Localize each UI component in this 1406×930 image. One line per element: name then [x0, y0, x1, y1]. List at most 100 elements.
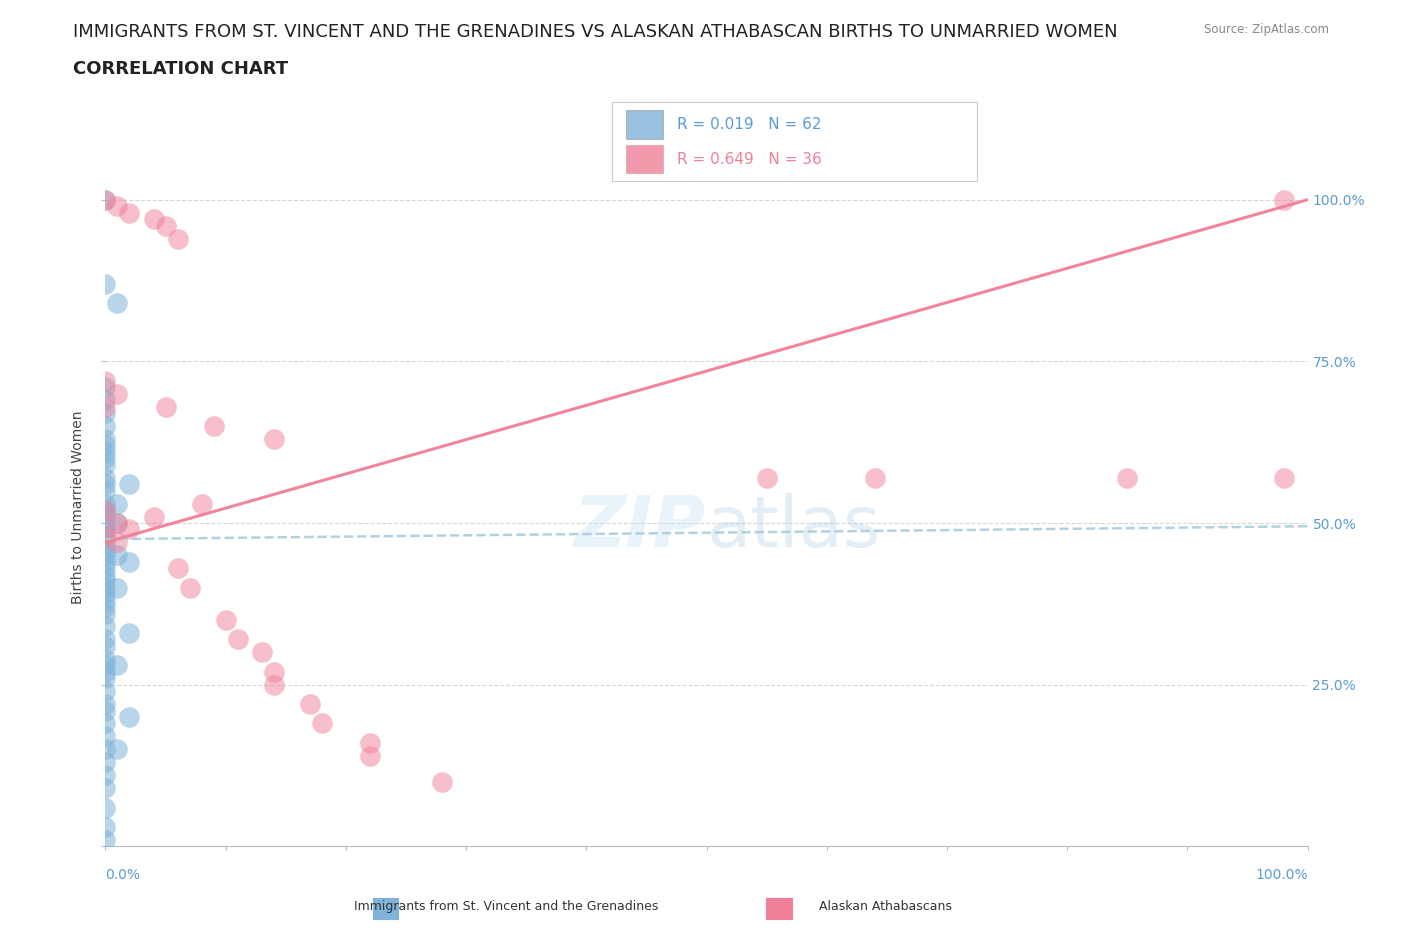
Point: [142, 212, 165, 227]
Point: [359, 749, 381, 764]
Point: [107, 580, 129, 595]
Point: [118, 522, 141, 537]
Point: [94, 502, 117, 517]
Point: [107, 296, 129, 311]
Point: [755, 471, 778, 485]
Bar: [626, 111, 662, 139]
Point: [298, 697, 321, 711]
Text: 100.0%: 100.0%: [1256, 868, 1308, 882]
Point: [1272, 193, 1295, 207]
Point: [94, 458, 117, 472]
Text: IMMIGRANTS FROM ST. VINCENT AND THE GRENADINES VS ALASKAN ATHABASCAN BIRTHS TO U: IMMIGRANTS FROM ST. VINCENT AND THE GREN…: [73, 23, 1118, 41]
Point: [190, 497, 212, 512]
Point: [226, 632, 249, 647]
Point: [179, 580, 201, 595]
Text: Alaskan Athabascans: Alaskan Athabascans: [820, 900, 952, 913]
Point: [94, 528, 117, 543]
Point: [94, 471, 117, 485]
Point: [94, 780, 117, 795]
Point: [94, 587, 117, 602]
Point: [1116, 471, 1139, 485]
Point: [94, 418, 117, 433]
Point: [94, 451, 117, 466]
Point: [155, 219, 177, 233]
Point: [94, 742, 117, 757]
Point: [94, 445, 117, 459]
Point: [311, 716, 333, 731]
Point: [155, 399, 177, 414]
Point: [94, 768, 117, 783]
Point: [94, 193, 117, 207]
Point: [94, 497, 117, 512]
Point: [118, 710, 141, 724]
Point: [863, 471, 886, 485]
Point: [94, 509, 117, 524]
Point: [118, 554, 141, 569]
Point: [94, 651, 117, 666]
Point: [166, 561, 188, 576]
Point: [1272, 471, 1295, 485]
Point: [118, 626, 141, 641]
Point: [94, 515, 117, 530]
Point: [94, 600, 117, 615]
Point: [94, 528, 117, 543]
Point: [94, 716, 117, 731]
Point: [94, 606, 117, 621]
Point: [118, 206, 141, 220]
Point: [94, 580, 117, 595]
Point: [107, 386, 129, 401]
Y-axis label: Births to Unmarried Women: Births to Unmarried Women: [72, 410, 86, 604]
Point: [94, 477, 117, 492]
Point: [214, 613, 236, 628]
Point: [94, 632, 117, 647]
Point: [94, 541, 117, 556]
Point: [263, 677, 285, 692]
Text: CORRELATION CHART: CORRELATION CHART: [73, 60, 288, 78]
Point: [94, 399, 117, 414]
Point: [94, 832, 117, 847]
Bar: [626, 145, 662, 174]
Text: 0.0%: 0.0%: [105, 868, 141, 882]
Point: [94, 535, 117, 550]
Point: [430, 774, 453, 789]
Point: [94, 800, 117, 815]
Point: [118, 477, 141, 492]
Point: [94, 432, 117, 446]
Point: [94, 593, 117, 608]
Point: [250, 644, 273, 659]
Point: [202, 418, 225, 433]
Point: [107, 742, 129, 757]
Point: [94, 574, 117, 589]
Text: Immigrants from St. Vincent and the Grenadines: Immigrants from St. Vincent and the Gren…: [354, 900, 658, 913]
Text: Source: ZipAtlas.com: Source: ZipAtlas.com: [1204, 23, 1329, 36]
Point: [94, 729, 117, 744]
Point: [94, 819, 117, 834]
Point: [107, 515, 129, 530]
Point: [263, 432, 285, 446]
Point: [94, 392, 117, 407]
Point: [94, 664, 117, 679]
Point: [94, 379, 117, 394]
Point: [94, 697, 117, 711]
Text: R = 0.019   N = 62: R = 0.019 N = 62: [678, 117, 823, 132]
Point: [94, 484, 117, 498]
Point: [94, 276, 117, 291]
Point: [94, 658, 117, 672]
Text: ZIP: ZIP: [574, 493, 707, 562]
Point: [107, 199, 129, 214]
Point: [107, 535, 129, 550]
Point: [94, 548, 117, 563]
Point: [94, 502, 117, 517]
Point: [94, 703, 117, 718]
Point: [94, 405, 117, 420]
Point: [107, 658, 129, 672]
Point: [107, 548, 129, 563]
Point: [142, 509, 165, 524]
Point: [94, 193, 117, 207]
Point: [94, 438, 117, 453]
Point: [94, 522, 117, 537]
Point: [263, 664, 285, 679]
Point: [94, 567, 117, 582]
Text: R = 0.649   N = 36: R = 0.649 N = 36: [678, 152, 823, 166]
Text: atlas: atlas: [707, 493, 882, 562]
